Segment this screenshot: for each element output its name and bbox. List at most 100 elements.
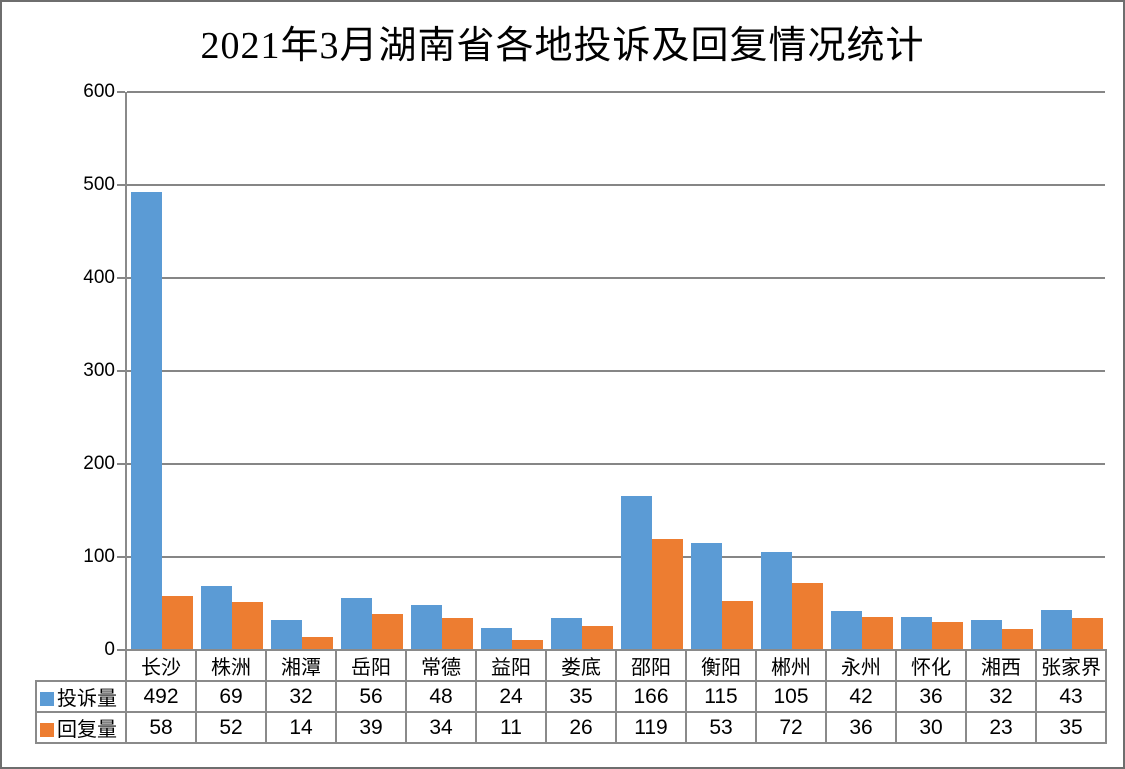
bars-layer [127,92,1107,650]
value-cell-replies: 36 [825,711,897,744]
bar-replies-8 [652,539,683,650]
category-slot-12 [897,92,967,650]
category-slot-7 [547,92,617,650]
legend-color-swatch-icon [40,692,54,706]
bar-complaints-7 [551,617,582,650]
y-axis-tick-mark [117,370,125,372]
bar-complaints-13 [971,620,1002,650]
category-slot-11 [827,92,897,650]
bar-complaints-5 [411,605,442,650]
legend-series-name: 投诉量 [57,688,117,710]
bar-complaints-8 [621,495,652,650]
value-cell-complaints: 56 [335,680,407,713]
plot-area [125,91,1107,650]
value-cell-replies: 11 [475,711,547,744]
value-cell-replies: 52 [195,711,267,744]
category-row: 长沙 株洲 湘潭 岳阳 常德 益阳 娄底 邵阳 衡阳 郴州 永州 怀化 湘西 张家界 [36,649,1107,682]
bar-complaints-10 [761,552,792,650]
value-cell-replies: 35 [1035,711,1107,744]
category-label-cell: 郴州 [755,649,827,682]
value-cell-replies: 34 [405,711,477,744]
category-label-cell: 株洲 [195,649,267,682]
chart-title: 2021年3月湖南省各地投诉及回复情况统计 [200,25,925,67]
bar-complaints-14 [1041,610,1072,650]
bar-replies-13 [1002,628,1033,650]
value-cell-complaints: 32 [265,680,337,713]
bar-replies-1 [162,596,193,650]
value-cell-replies: 30 [895,711,967,744]
value-cell-complaints: 48 [405,680,477,713]
value-cell-complaints: 35 [545,680,617,713]
category-label-cell: 长沙 [125,649,197,682]
category-slot-8 [617,92,687,650]
bar-replies-3 [302,637,333,650]
category-label-cell: 怀化 [895,649,967,682]
category-slot-9 [687,92,757,650]
category-label-cell: 湘西 [965,649,1037,682]
bar-complaints-12 [901,616,932,650]
value-cell-complaints: 115 [685,680,757,713]
series-row-replies: 回复量 58 52 14 39 34 11 26 119 53 72 36 30 23 35 [35,711,1107,744]
y-axis-tick-mark [117,91,125,93]
y-axis-tick-mark [117,556,125,558]
y-axis-tick-mark [117,463,125,465]
y-axis-tick-label: 0 [104,639,115,660]
gridline-100 [127,556,1105,558]
y-axis-tick-label: 600 [83,81,115,102]
value-cell-complaints: 105 [755,680,827,713]
y-axis-tick-label: 300 [83,360,115,381]
legend-cell-replies: 回复量 [35,711,127,744]
category-label-cell: 湘潭 [265,649,337,682]
bar-replies-14 [1072,617,1103,650]
category-slot-2 [197,92,267,650]
value-cell-complaints: 69 [195,680,267,713]
value-cell-replies: 26 [545,711,617,744]
bar-complaints-9 [691,543,722,650]
category-label-cell: 常德 [405,649,477,682]
bar-replies-6 [512,639,543,650]
bar-complaints-6 [481,627,512,650]
category-slot-14 [1037,92,1107,650]
data-table: 长沙 株洲 湘潭 岳阳 常德 益阳 娄底 邵阳 衡阳 郴州 永州 怀化 湘西 张家界 投诉量 492 69 32 5… [35,649,1107,744]
category-label-cell: 娄底 [545,649,617,682]
y-axis-tick-mark [117,277,125,279]
value-cell-replies: 14 [265,711,337,744]
legend-series-name: 回复量 [57,719,117,741]
bar-replies-2 [232,601,263,650]
value-cell-replies: 58 [125,711,197,744]
y-axis-tick-label: 500 [83,174,115,195]
category-label-cell: 益阳 [475,649,547,682]
bar-complaints-4 [341,597,372,650]
y-axis-tick-mark [117,184,125,186]
gridline-300 [127,370,1105,372]
value-cell-complaints: 32 [965,680,1037,713]
bar-replies-11 [862,616,893,650]
value-cell-replies: 72 [755,711,827,744]
value-cell-replies: 23 [965,711,1037,744]
value-cell-replies: 53 [685,711,757,744]
y-axis-tick-mark [117,649,125,651]
category-label-cell: 张家界 [1035,649,1107,682]
gridline-600 [127,91,1105,93]
category-label-cell: 邵阳 [615,649,687,682]
category-slot-13 [967,92,1037,650]
y-axis-tick-label: 100 [83,546,115,567]
value-cell-replies: 39 [335,711,407,744]
legend-color-swatch-icon [40,723,54,737]
category-slot-10 [757,92,827,650]
category-slot-1 [127,92,197,650]
category-label-cell: 岳阳 [335,649,407,682]
bar-replies-4 [372,613,403,650]
legend-cell-complaints: 投诉量 [35,680,127,713]
category-label-cell: 衡阳 [685,649,757,682]
gridline-200 [127,463,1105,465]
category-slot-5 [407,92,477,650]
category-slot-6 [477,92,547,650]
y-axis-tick-label: 200 [83,453,115,474]
bar-complaints-3 [271,620,302,650]
bar-replies-7 [582,625,613,650]
bar-complaints-2 [201,585,232,650]
y-axis-tick-label: 400 [83,267,115,288]
bar-replies-12 [932,622,963,650]
